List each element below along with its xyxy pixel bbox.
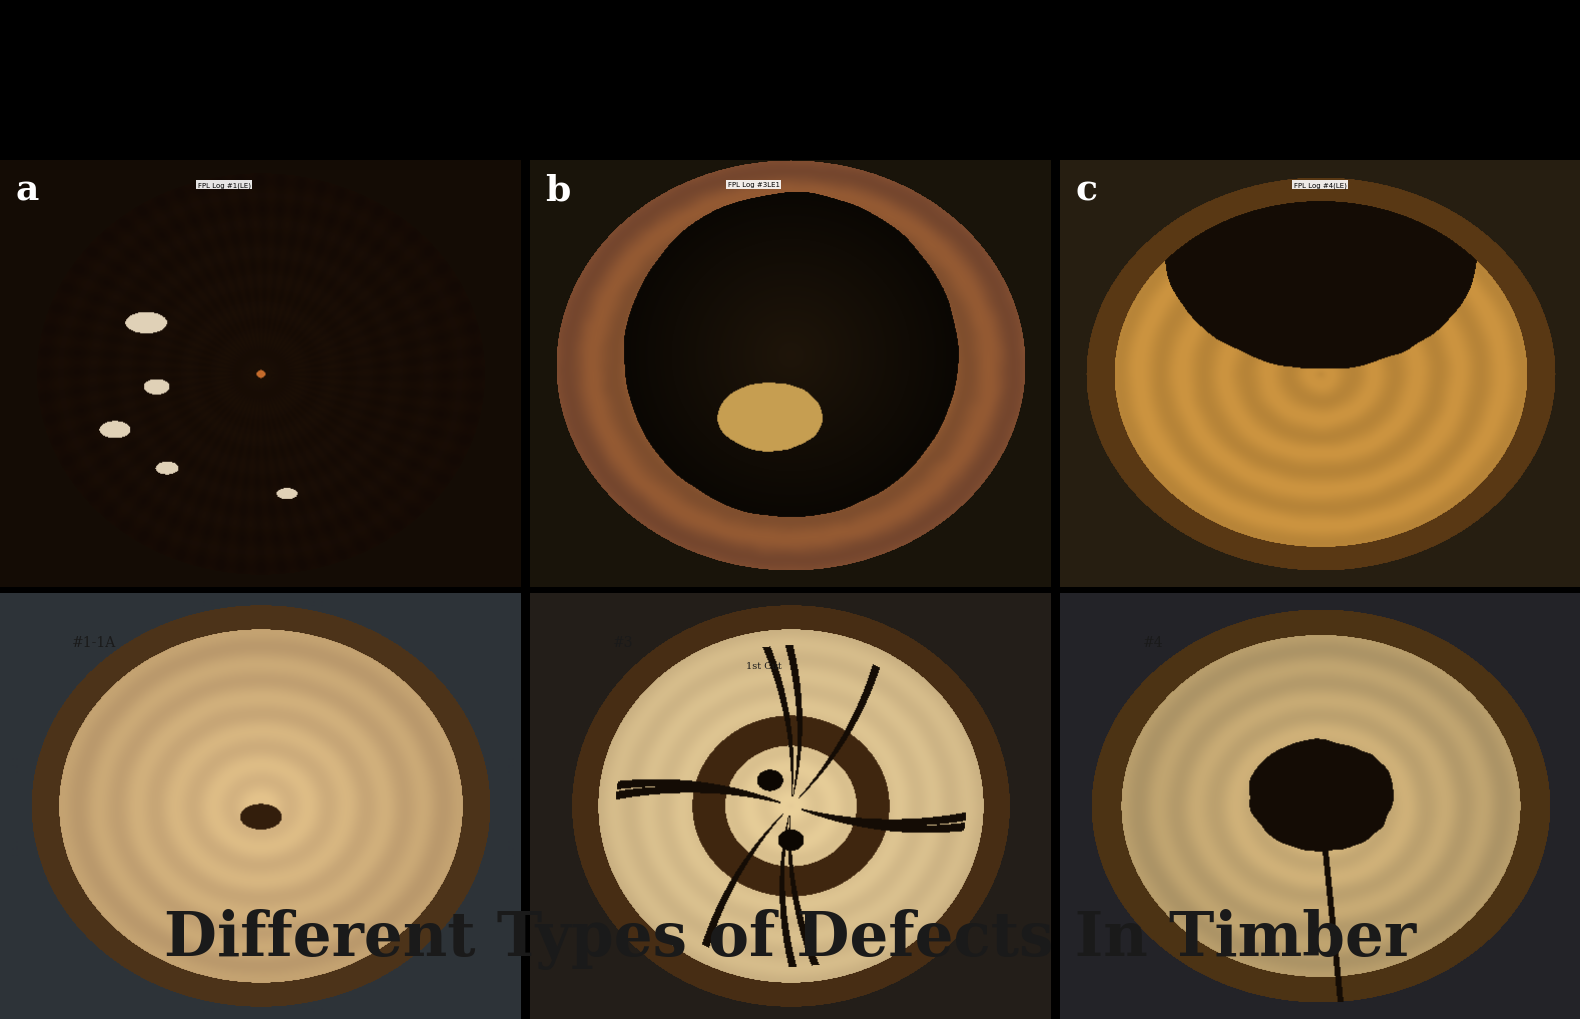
Text: FPL Log #1(LE): FPL Log #1(LE) [198,182,251,189]
Text: a: a [16,174,40,208]
Text: Different Types of Defects In Timber: Different Types of Defects In Timber [164,908,1416,969]
Text: #3: #3 [613,636,634,650]
Text: #1-1A: #1-1A [71,636,115,650]
Text: FPL Log #4(LE): FPL Log #4(LE) [1294,182,1346,189]
Text: FPL Log #3LE1: FPL Log #3LE1 [727,182,779,189]
Text: c: c [1076,174,1097,208]
Text: 1st Cut: 1st Cut [746,661,782,671]
Text: b: b [545,174,570,208]
Text: #4: #4 [1142,636,1163,650]
